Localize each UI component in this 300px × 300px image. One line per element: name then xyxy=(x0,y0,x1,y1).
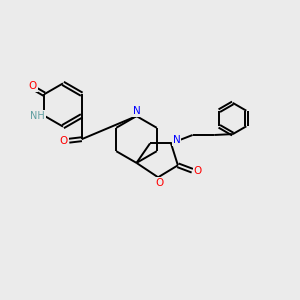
Text: O: O xyxy=(28,81,37,91)
Text: O: O xyxy=(194,166,202,176)
Text: NH: NH xyxy=(30,111,45,121)
Text: N: N xyxy=(172,135,180,145)
Text: O: O xyxy=(155,178,164,188)
Text: N: N xyxy=(133,106,140,116)
Text: O: O xyxy=(60,136,68,146)
